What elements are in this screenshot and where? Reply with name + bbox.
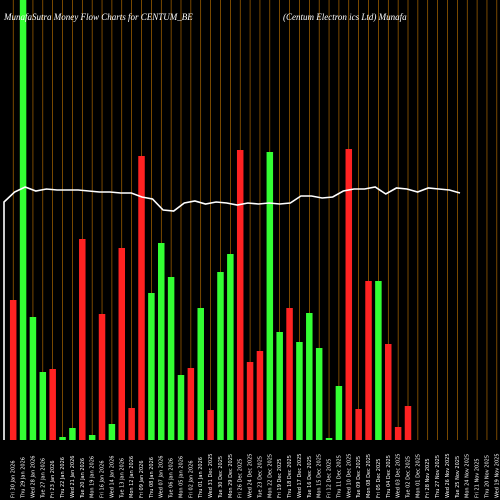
chart-title-right: (Centum Electron ics Ltd) Munafa: [283, 12, 407, 22]
bar: [207, 410, 214, 440]
x-tick-label: Wed 21 Jan 2026: [70, 456, 76, 498]
x-tick-label: Wed 26 Nov 2025: [445, 453, 451, 498]
bar: [385, 344, 392, 440]
bar: [69, 428, 76, 440]
bar: [39, 372, 47, 440]
x-tick-label: Mon 19 Jan 2026: [90, 456, 96, 498]
x-tick-label: Thu 11 Dec 2025: [336, 455, 342, 499]
x-tick-label: Fri 21 Nov 2025: [475, 458, 481, 498]
x-tick-label: Fri 23 Jan 2026: [50, 460, 56, 498]
bar: [187, 368, 195, 440]
x-tick-label: Fri 16 Jan 2026: [100, 460, 106, 498]
x-tick-label: Tue 06 Jan 2026: [169, 458, 175, 499]
money-flow-line: [3, 186, 461, 440]
x-tick-label: Thu 01 Jan 2026: [198, 457, 204, 499]
bar: [335, 386, 343, 440]
x-tick-label: Wed 19 Nov 2025: [494, 453, 500, 498]
x-tick-label: Thu 18 Dec 2025: [287, 455, 293, 499]
x-tick-label: Wed 28 Jan 2026: [30, 456, 36, 498]
line-group: [3, 186, 461, 440]
x-tick-label: Wed 17 Dec 2025: [297, 454, 303, 498]
x-tick-label: Thu 27 Nov 2025: [435, 455, 441, 499]
x-tick-label: Tue 27 Jan 2026: [40, 458, 46, 499]
bar: [375, 281, 382, 440]
bar: [49, 369, 56, 440]
bar: [227, 254, 234, 440]
x-tick-label: Wed 03 Dec 2025: [396, 454, 402, 498]
bar: [108, 424, 116, 440]
bar: [404, 406, 412, 440]
bar: [236, 150, 244, 440]
x-tick-label: Fri 02 Jan 2026: [188, 460, 194, 498]
bar: [355, 409, 362, 440]
x-tick-label: Fri 05 Dec 2025: [376, 459, 382, 499]
bar: [197, 308, 204, 440]
bar: [394, 427, 402, 440]
bar: [138, 156, 145, 440]
bar: [306, 313, 313, 440]
x-tick-label: Mon 15 Dec 2025: [317, 454, 323, 498]
bar: [276, 332, 283, 440]
x-tick-label: Fri 12 Dec 2025: [327, 459, 333, 499]
x-tick-label: Mon 08 Dec 2025: [366, 454, 372, 498]
x-tick-label: Thu 29 Jan 2026: [21, 457, 27, 499]
bar: [88, 435, 96, 440]
x-tick-label: Thu 22 Jan 2026: [60, 457, 66, 499]
bars-group: [9, 0, 412, 440]
x-tick-label: Tue 30 Dec 2025: [218, 456, 224, 499]
bar: [79, 239, 86, 440]
x-tick-label: Mon 12 Jan 2026: [129, 456, 135, 498]
x-tick-label: Mon 24 Nov 2025: [465, 454, 471, 498]
x-tick-label: Wed 14 Jan 2026: [109, 456, 115, 498]
bar: [158, 243, 165, 440]
x-tick-label: Tue 25 Nov 2025: [455, 456, 461, 499]
x-tick-label: Thu 20 Nov 2025: [485, 455, 491, 499]
bar: [118, 248, 126, 440]
chart-title-left: MunafaSutra Money Flow Charts for CENTUM…: [3, 12, 193, 22]
bar: [148, 293, 155, 440]
x-tick-label: Tue 13 Jan 2026: [119, 458, 125, 499]
x-tick-label: Tue 16 Dec 2025: [307, 456, 313, 499]
x-tick-label: Wed 07 Jan 2026: [159, 456, 165, 498]
x-tick-label: Tue 23 Dec 2025: [257, 456, 263, 499]
x-tick-label: Mon 29 Dec 2025: [228, 454, 234, 498]
x-tick-label: Wed 24 Dec 2025: [248, 454, 254, 498]
x-tick-label: Mon 05 Jan 2026: [179, 456, 185, 498]
x-axis-labels: Fri 30 Jan 2026 Thu 29 Jan 2026 Wed 28 Jan…: [11, 453, 500, 499]
bar: [325, 438, 333, 440]
x-tick-label: Fri 28 Nov 2025: [425, 458, 431, 498]
bar: [9, 300, 17, 440]
bar: [296, 342, 303, 440]
x-tick-label: Thu 08 Jan 2026: [149, 457, 155, 499]
bar: [98, 314, 106, 440]
x-tick-label: Fri 26 Dec 2025: [238, 459, 244, 499]
bar: [177, 375, 185, 440]
bar: [286, 308, 293, 440]
bar: [29, 317, 37, 440]
bar: [167, 277, 175, 440]
bar: [246, 362, 254, 440]
x-tick-label: Mon 01 Dec 2025: [415, 454, 421, 498]
x-tick-label: Fri 09 Jan 2026: [139, 460, 145, 498]
x-tick-label: Tue 20 Jan 2026: [80, 458, 86, 499]
x-tick-label: Fri 19 Dec 2025: [277, 459, 283, 499]
bar: [217, 272, 224, 440]
bar: [345, 149, 353, 440]
x-tick-label: Mon 22 Dec 2025: [267, 454, 273, 498]
bar: [128, 408, 135, 440]
bar: [256, 351, 264, 440]
bar: [365, 281, 372, 440]
x-tick-label: Thu 04 Dec 2025: [386, 455, 392, 499]
x-tick-label: Fri 30 Jan 2026: [11, 460, 17, 498]
bar: [59, 437, 66, 440]
bar: [315, 348, 323, 440]
x-tick-label: Tue 09 Dec 2025: [356, 456, 362, 499]
x-tick-label: Wed 31 Dec 2025: [208, 454, 214, 498]
x-tick-label: Wed 10 Dec 2025: [346, 454, 352, 498]
bar: [19, 0, 27, 440]
bar: [266, 152, 274, 440]
x-tick-label: Tue 02 Dec 2025: [406, 456, 412, 499]
